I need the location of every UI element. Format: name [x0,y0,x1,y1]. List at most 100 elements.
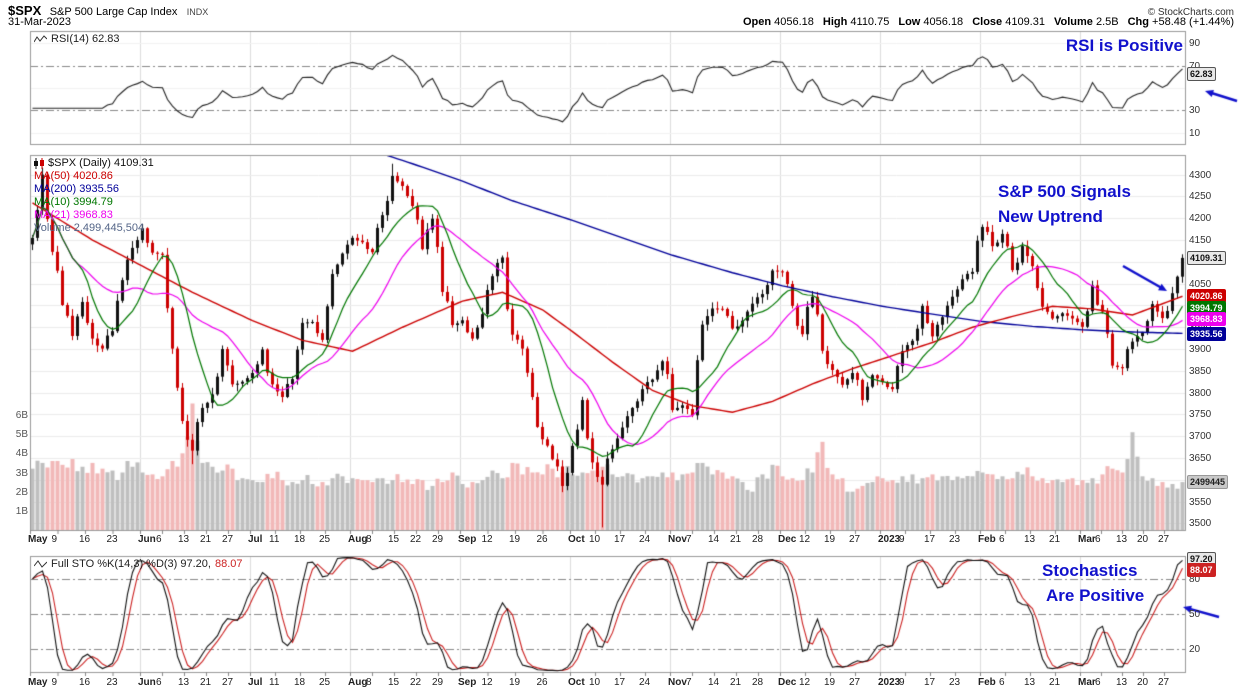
volume-axis-tick: 1B [15,505,28,517]
x-axis-day-label: 27 [1158,534,1170,545]
x-axis-day-label: 28 [752,534,764,545]
quote-label: Open [742,16,772,28]
stochastics-legend: Full STO %K(14,3) %D(3) 97.20, 88.07 [34,558,243,570]
price-axis-tick: 4050 [1189,278,1212,290]
x-axis-month-label: 2023 [878,677,901,688]
x-axis-month-label: Jul [248,677,263,688]
stoch-axis-tick: 80 [1189,574,1201,586]
x-axis-month-label: Mar [1078,534,1096,545]
rsi-annotation: RSI is Positive [1065,36,1183,55]
quote-value: 4109.31 [1002,16,1045,28]
x-axis-day-label: 13 [1116,677,1128,688]
quote-label: Volume [1053,16,1093,28]
x-axis-day-label: 27 [222,534,234,545]
x-axis-day-label: 10 [589,534,601,545]
x-axis-day-label: 14 [708,677,720,688]
axis-value-tag: 62.83 [1187,66,1216,81]
x-axis-day-label: 25 [319,534,331,545]
legend-row: $SPX (Daily) 4109.31 [34,157,154,170]
chart-subheader: 31-Mar-2023 Open 4056.18 High 4110.75 Low … [8,16,1234,28]
candlestick-icon [34,158,44,169]
x-axis-day-label: 21 [200,677,212,688]
price-axis-tick: 4250 [1189,191,1212,203]
price-axis-tick: 4150 [1189,235,1212,247]
quote-value: 2.5B [1092,16,1119,28]
x-axis-month-label: May [28,677,48,688]
x-axis-day-label: 24 [639,677,651,688]
x-axis-day-label: 6 [1095,677,1101,688]
line-icon [34,560,47,568]
x-axis-day-label: 17 [614,677,626,688]
x-axis-month-label: Sep [458,677,477,688]
axis-value-tag: 3935.56 [1187,326,1226,341]
x-axis-day-label: 28 [752,677,764,688]
stockcharts-copyright-link[interactable]: © StockCharts.com [1147,7,1234,18]
x-axis-day-label: 7 [686,534,692,545]
x-axis-day-label: 19 [824,534,836,545]
x-axis-day-label: 13 [178,677,190,688]
legend-row: MA(200) 3935.56 [34,183,154,196]
stoch-axis-tick: 20 [1189,643,1201,655]
x-axis-month-label: Jun [138,677,156,688]
quote-label: Chg [1127,16,1149,28]
line-icon [34,35,47,43]
x-axis-day-label: 23 [106,534,118,545]
legend-label: MA(10) 3994.79 [34,196,113,208]
chart-date: 31-Mar-2023 [8,16,71,28]
volume-axis-tick: 3B [15,467,28,479]
x-axis-month-label: Sep [458,534,477,545]
ticker-symbol: $SPX [8,3,42,18]
symbol-title: $SPX S&P 500 Large Cap Index INDX [8,2,208,20]
x-axis-day-label: 27 [849,534,861,545]
price-axis-tick: 3500 [1189,518,1212,530]
x-axis-day-label: 22 [410,677,422,688]
x-axis-month-label: Aug [348,534,368,545]
rsi-legend: RSI(14) 62.83 [34,33,119,45]
stochastics-legend-d: 88.07 [214,558,243,570]
x-axis-month-label: Oct [568,677,585,688]
x-axis-day-label: 12 [799,677,811,688]
legend-label: $SPX (Daily) 4109.31 [48,157,154,169]
x-axis-day-label: 26 [536,534,548,545]
legend-row: MA(21) 3968.83 [34,209,154,222]
x-axis-day-label: 27 [222,677,234,688]
axis-value-tag: 3968.83 [1187,312,1226,327]
quote-label: Low [898,16,921,28]
price-axis-tick: 4300 [1189,169,1212,181]
x-axis-month-label: 2023 [878,534,901,545]
x-axis-day-label: 18 [294,677,306,688]
x-axis-month-label: May [28,534,48,545]
x-axis-day-label: 12 [799,534,811,545]
rsi-legend-label: RSI(14) 62.83 [51,33,120,45]
x-axis-day-label: 6 [999,677,1005,688]
x-axis-day-label: 11 [269,534,280,545]
x-axis-day-label: 8 [366,534,372,545]
x-axis-day-label: 12 [481,534,493,545]
x-axis-day-label: 11 [269,677,280,688]
chart-header: $SPX S&P 500 Large Cap Index INDX © Stoc… [8,2,1234,20]
exchange-label: INDX [186,7,209,17]
x-axis-day-label: 9 [51,534,58,545]
x-axis-day-label: 18 [294,534,306,545]
ohlc-quote: Open 4056.18 High 4110.75 Low 4056.18 Close… [734,16,1234,28]
price-axis-tick: 3850 [1189,365,1212,377]
quote-label: High [822,16,848,28]
x-axis-day-label: 15 [388,534,400,545]
axis-value-tag: 4109.31 [1187,250,1226,265]
x-axis-day-label: 16 [79,677,91,688]
x-axis-day-label: 21 [730,677,742,688]
x-axis-day-label: 21 [200,534,212,545]
x-axis-month-label: Dec [778,534,797,545]
stoch-axis-tick: 50 [1189,609,1201,620]
x-axis-day-label: 20 [1137,534,1149,545]
price-axis-tick: 3750 [1189,409,1212,421]
quote-value: 4110.75 [847,16,890,28]
x-axis-month-label: Feb [978,534,996,545]
x-axis-day-label: 6 [156,534,162,545]
x-axis-day-label: 12 [481,677,493,688]
legend-label: MA(50) 4020.86 [34,170,113,182]
price-axis-tick: 3650 [1189,453,1212,465]
x-axis-day-label: 25 [319,677,331,688]
